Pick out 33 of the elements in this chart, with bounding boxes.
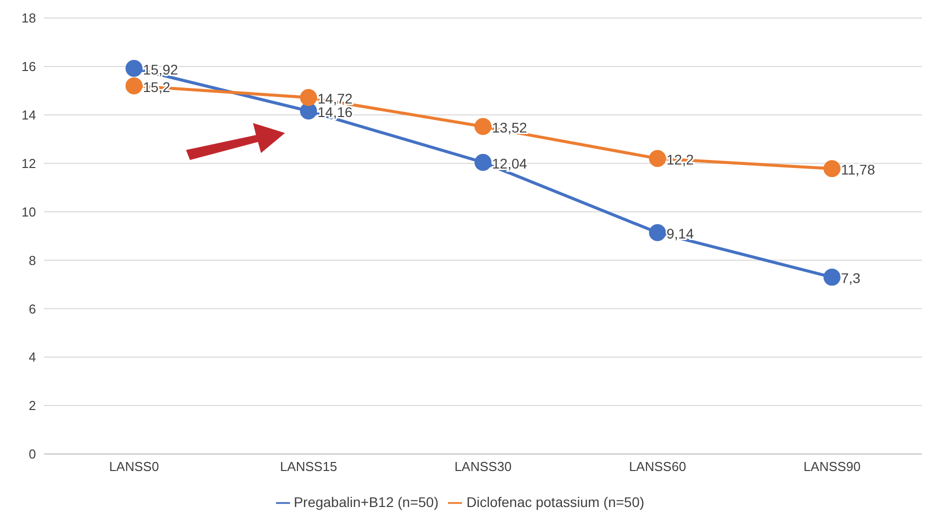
point bbox=[474, 118, 492, 136]
point bbox=[300, 102, 317, 120]
y-tick-label: 2 bbox=[28, 398, 36, 414]
data-label: 14,16 bbox=[318, 104, 353, 120]
x-tick-label: LANSS30 bbox=[454, 459, 512, 474]
y-tick-label: 8 bbox=[28, 252, 36, 268]
y-tick-label: 14 bbox=[22, 108, 36, 123]
point bbox=[824, 160, 840, 178]
y-tick-label: 12 bbox=[22, 156, 36, 171]
point bbox=[649, 224, 666, 242]
data-label: 15,92 bbox=[143, 61, 178, 78]
point bbox=[649, 150, 666, 167]
legend-label: Pregabalin+B12 (n=50) bbox=[294, 494, 438, 510]
x-tick-label: LANSS90 bbox=[803, 459, 861, 474]
point bbox=[126, 77, 142, 94]
y-tick-label: 16 bbox=[22, 59, 36, 74]
point bbox=[126, 60, 142, 77]
y-tick-label: 10 bbox=[22, 204, 36, 220]
y-tick-label: 4 bbox=[28, 350, 36, 365]
x-tick-label: LANSS60 bbox=[628, 459, 686, 474]
data-label: 9,14 bbox=[666, 226, 694, 242]
x-tick-label: LANSS15 bbox=[280, 459, 338, 474]
y-tick-label: 18 bbox=[22, 10, 36, 26]
y-tick-label: 6 bbox=[28, 301, 36, 316]
data-label: 11,78 bbox=[841, 162, 876, 178]
point bbox=[824, 268, 840, 286]
data-label: 7,3 bbox=[841, 270, 861, 286]
point bbox=[300, 88, 317, 106]
x-tick-label: LANSS0 bbox=[109, 459, 159, 474]
legend-label: Diclofenac potassium (n=50) bbox=[466, 494, 644, 510]
data-label: 12,04 bbox=[492, 155, 528, 172]
y-tick-label: 0 bbox=[28, 446, 36, 462]
point bbox=[474, 154, 492, 171]
